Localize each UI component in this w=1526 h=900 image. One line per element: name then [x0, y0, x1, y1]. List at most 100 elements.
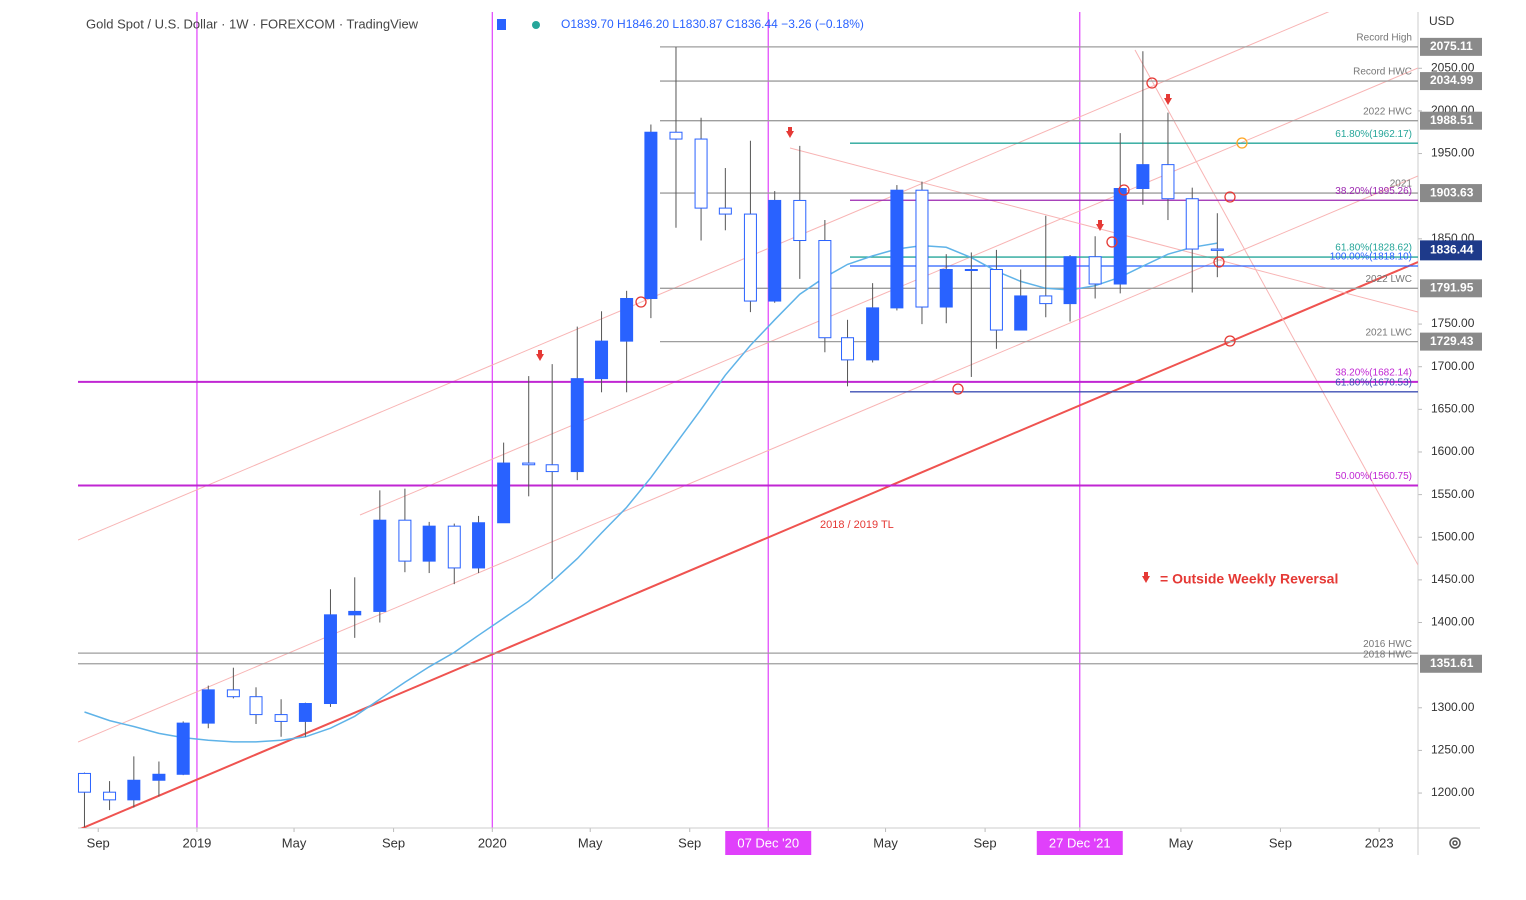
candle-body: [226, 689, 240, 698]
level-label: 61.80%(1670.53): [1335, 377, 1412, 388]
y-tick-label: 1600.00: [1431, 444, 1475, 458]
y-tick-label: 2050.00: [1431, 60, 1475, 74]
candle-body: [422, 525, 436, 562]
level-label: 100.00%(1818.10): [1330, 252, 1412, 263]
candle-body: [1113, 188, 1127, 285]
candle-body: [620, 297, 634, 342]
plot-background: 1200.00 1250.00 1300.00 1400.00 1450.00 1500.…: [87, 12, 1475, 855]
x-tick-label: 2020: [478, 835, 507, 850]
candle-body: [644, 131, 658, 299]
candle-body: [1136, 164, 1150, 190]
x-tick-label: May: [873, 835, 898, 850]
chart-title: Gold Spot / U.S. Dollar · 1W · FOREXCOM …: [86, 16, 419, 31]
candle-body: [398, 519, 412, 562]
price-tag: [1420, 332, 1482, 351]
level-label: 2021 LWC: [1365, 327, 1412, 338]
pivot-circles: [635, 77, 1248, 395]
y-tick-label: 1500.00: [1431, 529, 1475, 543]
candle-body: [447, 525, 461, 569]
channel-line: [359, 67, 1418, 516]
channel-line: [1134, 49, 1418, 566]
price-tag-label: 1988.51: [1430, 113, 1474, 127]
candle-body: [694, 138, 708, 209]
candle-body: [768, 199, 782, 302]
x-tick-label: 07 Dec '20: [737, 835, 799, 850]
candle-body: [1161, 164, 1175, 200]
drawings: [78, 12, 1418, 828]
candle-body: [793, 199, 807, 242]
price-tag-label: 1903.63: [1430, 185, 1474, 199]
level-label: Record HWC: [1353, 67, 1412, 78]
candle-body: [1039, 295, 1053, 305]
level-label: 61.80%(1962.17): [1335, 129, 1412, 140]
candle-body: [1014, 295, 1028, 331]
price-tag-label: 2075.11: [1430, 39, 1473, 53]
candle-body: [669, 131, 683, 140]
price-tag: [1420, 184, 1482, 203]
x-tick-label: May: [578, 835, 603, 850]
reversal-arrows: [536, 94, 1172, 583]
candle-body: [77, 772, 91, 793]
status-dot: [532, 21, 540, 29]
candle-body: [201, 689, 215, 724]
candle-body: [127, 779, 141, 801]
candle-body: [743, 213, 757, 302]
settings-icon[interactable]: [1449, 837, 1461, 849]
price-tag-label: 1729.43: [1430, 334, 1474, 348]
candle-body: [472, 522, 486, 569]
candle-body: [595, 340, 609, 380]
price-tag-label: 1791.95: [1430, 280, 1474, 294]
last-price-tag: [1420, 240, 1482, 261]
y-tick-label: 1250.00: [1431, 743, 1475, 757]
ohlc-header: O1839.70 H1846.20 L1830.87 C1836.44 −3.2…: [561, 17, 864, 31]
level-label: 61.80%(1828.62): [1335, 243, 1412, 254]
level-label: 2022 HWC: [1363, 106, 1412, 117]
trendline: [80, 261, 1418, 828]
y-tick-label: 1750.00: [1431, 316, 1475, 330]
legend-text: = Outside Weekly Reversal: [1160, 571, 1338, 587]
x-tick-label: May: [282, 835, 307, 850]
x-highlight-box: [1036, 831, 1123, 855]
price-tag: [1420, 111, 1482, 130]
candle-body: [890, 189, 904, 309]
x-highlight-box: [725, 831, 812, 855]
candle-body: [989, 269, 1003, 331]
price-tag: [1420, 654, 1482, 673]
candle-body: [1088, 256, 1102, 285]
y-tick-label: 1200.00: [1431, 785, 1475, 799]
y-tick-label: 1950.00: [1431, 146, 1475, 160]
candle-body: [373, 519, 387, 612]
candle-body: [323, 614, 337, 705]
x-tick-label: 2023: [1365, 835, 1394, 850]
candle-body: [841, 337, 855, 361]
candle-body: [915, 189, 929, 308]
x-tick-label: Sep: [1269, 835, 1292, 850]
price-tag-label: 2034.99: [1430, 73, 1474, 87]
y-tick-label: 1650.00: [1431, 402, 1475, 416]
candle-body: [522, 462, 536, 466]
candle-body: [1185, 198, 1199, 250]
candle-body: [348, 610, 362, 616]
candle-body: [964, 269, 978, 272]
candle-body: [176, 722, 190, 775]
candle-body: [1210, 248, 1224, 251]
y-tick-label: 1300.00: [1431, 700, 1475, 714]
candle-body: [718, 207, 732, 215]
level-label: 2021: [1390, 179, 1413, 190]
x-tick-label: Sep: [974, 835, 997, 850]
y-tick-label: 1700.00: [1431, 359, 1475, 373]
y-tick-label: 1550.00: [1431, 487, 1475, 501]
x-tick-label: 2019: [182, 835, 211, 850]
y-tick-label: 1450.00: [1431, 572, 1475, 586]
level-label: 50.00%(1560.75): [1335, 471, 1412, 482]
level-label: 2022 LWC: [1365, 274, 1412, 285]
level-label: 38.20%(1895.26): [1335, 186, 1412, 197]
level-label: Record High: [1356, 33, 1412, 44]
candle-body: [545, 464, 559, 473]
candle-body: [497, 462, 511, 524]
x-tick-label: May: [1169, 835, 1194, 850]
candle-body: [103, 791, 117, 801]
candle-body: [298, 703, 312, 722]
x-tick-label: Sep: [678, 835, 701, 850]
